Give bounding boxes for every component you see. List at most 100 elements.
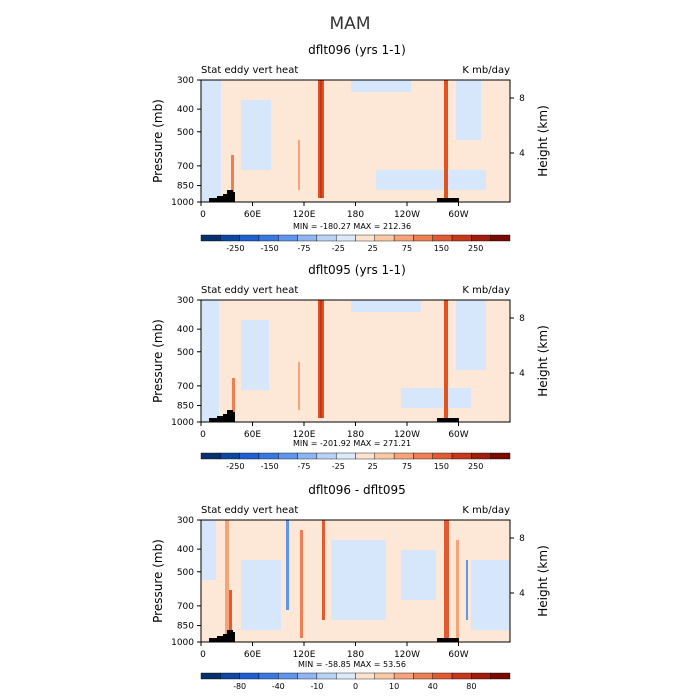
y-tick-label: 400 <box>177 545 194 555</box>
colorbar-swatch <box>374 672 395 680</box>
topography-block <box>231 192 235 202</box>
colorbar-swatch <box>432 672 453 680</box>
field-streak <box>225 520 229 638</box>
y-axis-left: 300 400 500 700 850 1000 <box>171 296 201 428</box>
colorbar-label: 10 <box>389 682 399 691</box>
y-tick-label: 1000 <box>171 418 194 428</box>
y-axis-right: 84 <box>510 314 525 379</box>
colorbar-swatch <box>490 672 511 680</box>
topography-block <box>223 634 229 642</box>
colorbar: -250 -150 -75 -25 25 75 150 250 <box>200 234 511 253</box>
colorbar-swatch <box>200 452 221 460</box>
figure-title: MAM <box>330 14 371 34</box>
x-tick-label: 120W <box>394 650 420 660</box>
colorbar-label: -40 <box>272 682 285 691</box>
panel-left-label: Stat eddy vert heat <box>201 505 298 516</box>
topography-block <box>231 632 235 642</box>
colorbar-swatch <box>413 672 433 680</box>
y-tick-label: 300 <box>177 296 194 306</box>
x-tick-label: 60W <box>448 430 468 440</box>
field-streak <box>444 80 448 198</box>
y-tick-label: 500 <box>177 128 194 138</box>
colorbar-label: -25 <box>332 244 345 253</box>
topography-block <box>231 412 235 422</box>
colorbar-swatch <box>278 452 298 460</box>
colorbar-swatch <box>258 672 279 680</box>
topography-block <box>227 410 233 422</box>
panel-left-label: Stat eddy vert heat <box>201 65 298 76</box>
field-streak <box>286 520 289 610</box>
y-tick-label: 1000 <box>171 638 194 648</box>
negative-region <box>401 388 471 408</box>
y-right-tick-label: 8 <box>519 314 525 324</box>
colorbar-swatch <box>471 452 491 460</box>
y-axis-right: 84 <box>510 534 525 599</box>
colorbar: -250 -150 -75 -25 25 75 150 250 <box>200 452 511 471</box>
y-axis-left: 300 400 500 700 850 1000 <box>171 516 201 648</box>
colorbar-label: 80 <box>466 682 476 691</box>
colorbar-swatch <box>355 234 376 242</box>
topography-block <box>447 198 459 202</box>
colorbar-label: -80 <box>233 682 246 691</box>
colorbar-swatch <box>239 672 260 680</box>
field-streak <box>322 520 325 620</box>
colorbar-label: -10 <box>310 682 323 691</box>
colorbar-label: 25 <box>368 244 378 253</box>
x-axis: 0 60E 120E 180 120W 60W <box>200 202 469 220</box>
x-tick-label: 0 <box>200 210 206 220</box>
colorbar-label: -150 <box>261 462 279 471</box>
x-axis: 0 60E 120E 180 120W 60W <box>200 642 469 660</box>
colorbar-swatch <box>490 234 511 242</box>
y-tick-label: 700 <box>177 602 194 612</box>
field-streak <box>320 80 322 198</box>
colorbar-swatch <box>200 672 221 680</box>
min-max-stats: MIN = -180.27 MAX = 212.36 <box>293 222 411 231</box>
colorbar-label: 25 <box>368 462 378 471</box>
y-tick-label: 300 <box>177 76 194 86</box>
field-streak <box>456 540 459 638</box>
y-axis-left: 300 400 500 700 850 1000 <box>171 76 201 208</box>
field-streak <box>229 590 232 632</box>
negative-region <box>401 550 436 600</box>
min-max-stats: MIN = -201.92 MAX = 271.21 <box>293 439 411 448</box>
colorbar-swatch <box>393 234 414 242</box>
colorbar-swatch <box>220 672 240 680</box>
topography-block <box>217 636 225 642</box>
plot-field <box>201 300 510 422</box>
panel-right-label: K mb/day <box>462 285 510 296</box>
min-max-stats: MIN = -58.85 MAX = 53.56 <box>298 660 406 669</box>
colorbar-label: -150 <box>261 244 279 253</box>
x-tick-label: 120E <box>293 210 316 220</box>
field-streak <box>232 378 235 416</box>
x-axis: 0 60E 120E 180 120W 60W <box>200 422 469 440</box>
field-streak <box>320 300 322 418</box>
colorbar-label: -250 <box>226 244 244 253</box>
panel-2: dflt095 (yrs 1-1) Stat eddy vert heat K … <box>151 263 550 471</box>
colorbar-label: -25 <box>332 462 345 471</box>
field-streak <box>444 300 448 418</box>
y-tick-label: 400 <box>177 325 194 335</box>
y-tick-label: 500 <box>177 348 194 358</box>
colorbar-label: 150 <box>434 462 449 471</box>
y-axis-title: Pressure (mb) <box>151 319 165 403</box>
field-streak <box>466 560 468 620</box>
x-tick-label: 60E <box>244 210 261 220</box>
colorbar-swatch <box>471 234 491 242</box>
colorbar-swatch <box>374 452 395 460</box>
panel-left-label: Stat eddy vert heat <box>201 285 298 296</box>
y-right-tick-label: 4 <box>519 589 525 599</box>
colorbar: -80 -40 -10 0 10 40 80 <box>200 672 511 691</box>
x-tick-label: 180 <box>347 650 364 660</box>
y-tick-label: 850 <box>177 622 194 632</box>
plot-field <box>201 520 510 642</box>
field-streak <box>231 155 234 196</box>
colorbar-swatch <box>239 452 260 460</box>
y-right-tick-label: 8 <box>519 94 525 104</box>
topography-block <box>227 190 233 202</box>
colorbar-swatch <box>297 452 318 460</box>
colorbar-swatch <box>451 672 472 680</box>
negative-region <box>331 540 386 620</box>
y-axis-right-title: Height (km) <box>536 545 550 616</box>
colorbar-swatch <box>413 234 433 242</box>
